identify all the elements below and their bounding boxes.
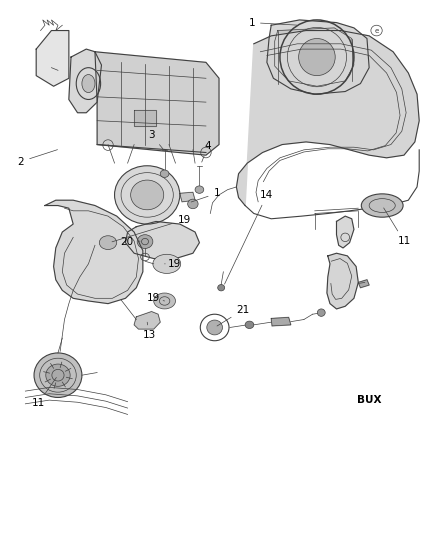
Ellipse shape (82, 75, 95, 93)
Ellipse shape (361, 194, 403, 217)
Ellipse shape (207, 320, 223, 335)
Text: 14: 14 (225, 190, 273, 284)
Polygon shape (336, 216, 354, 248)
Polygon shape (275, 28, 354, 86)
Ellipse shape (131, 180, 164, 210)
Ellipse shape (160, 170, 169, 177)
Polygon shape (95, 52, 219, 155)
Ellipse shape (137, 235, 153, 248)
Polygon shape (267, 20, 369, 94)
Polygon shape (358, 280, 369, 288)
Ellipse shape (99, 236, 117, 249)
Polygon shape (36, 30, 69, 86)
Ellipse shape (187, 199, 198, 209)
Text: 11: 11 (32, 377, 57, 408)
Polygon shape (69, 49, 102, 113)
Polygon shape (45, 200, 143, 304)
Text: 11: 11 (384, 208, 410, 246)
Text: 2: 2 (18, 150, 57, 166)
Ellipse shape (299, 38, 335, 76)
Ellipse shape (34, 353, 82, 398)
Polygon shape (125, 221, 199, 259)
Text: 4: 4 (202, 141, 212, 162)
Text: 19: 19 (165, 259, 181, 269)
Text: 1: 1 (248, 18, 297, 28)
Polygon shape (134, 312, 160, 329)
Text: 1: 1 (191, 188, 220, 202)
Ellipse shape (153, 254, 181, 273)
Polygon shape (180, 192, 195, 202)
Text: 19: 19 (147, 293, 165, 303)
Text: e: e (374, 28, 379, 34)
Text: 19: 19 (112, 215, 191, 242)
Ellipse shape (218, 285, 225, 291)
Ellipse shape (115, 166, 180, 224)
Text: 13: 13 (143, 322, 156, 341)
Text: 20: 20 (120, 237, 140, 247)
Ellipse shape (154, 293, 176, 309)
Ellipse shape (245, 321, 254, 328)
Text: BUX: BUX (357, 395, 381, 405)
Polygon shape (134, 110, 156, 126)
Polygon shape (237, 30, 419, 206)
Ellipse shape (195, 186, 204, 193)
Text: 3: 3 (148, 130, 163, 149)
Polygon shape (327, 253, 358, 309)
Ellipse shape (46, 364, 70, 386)
Text: 21: 21 (217, 305, 250, 326)
Ellipse shape (318, 309, 325, 317)
Polygon shape (271, 317, 291, 326)
